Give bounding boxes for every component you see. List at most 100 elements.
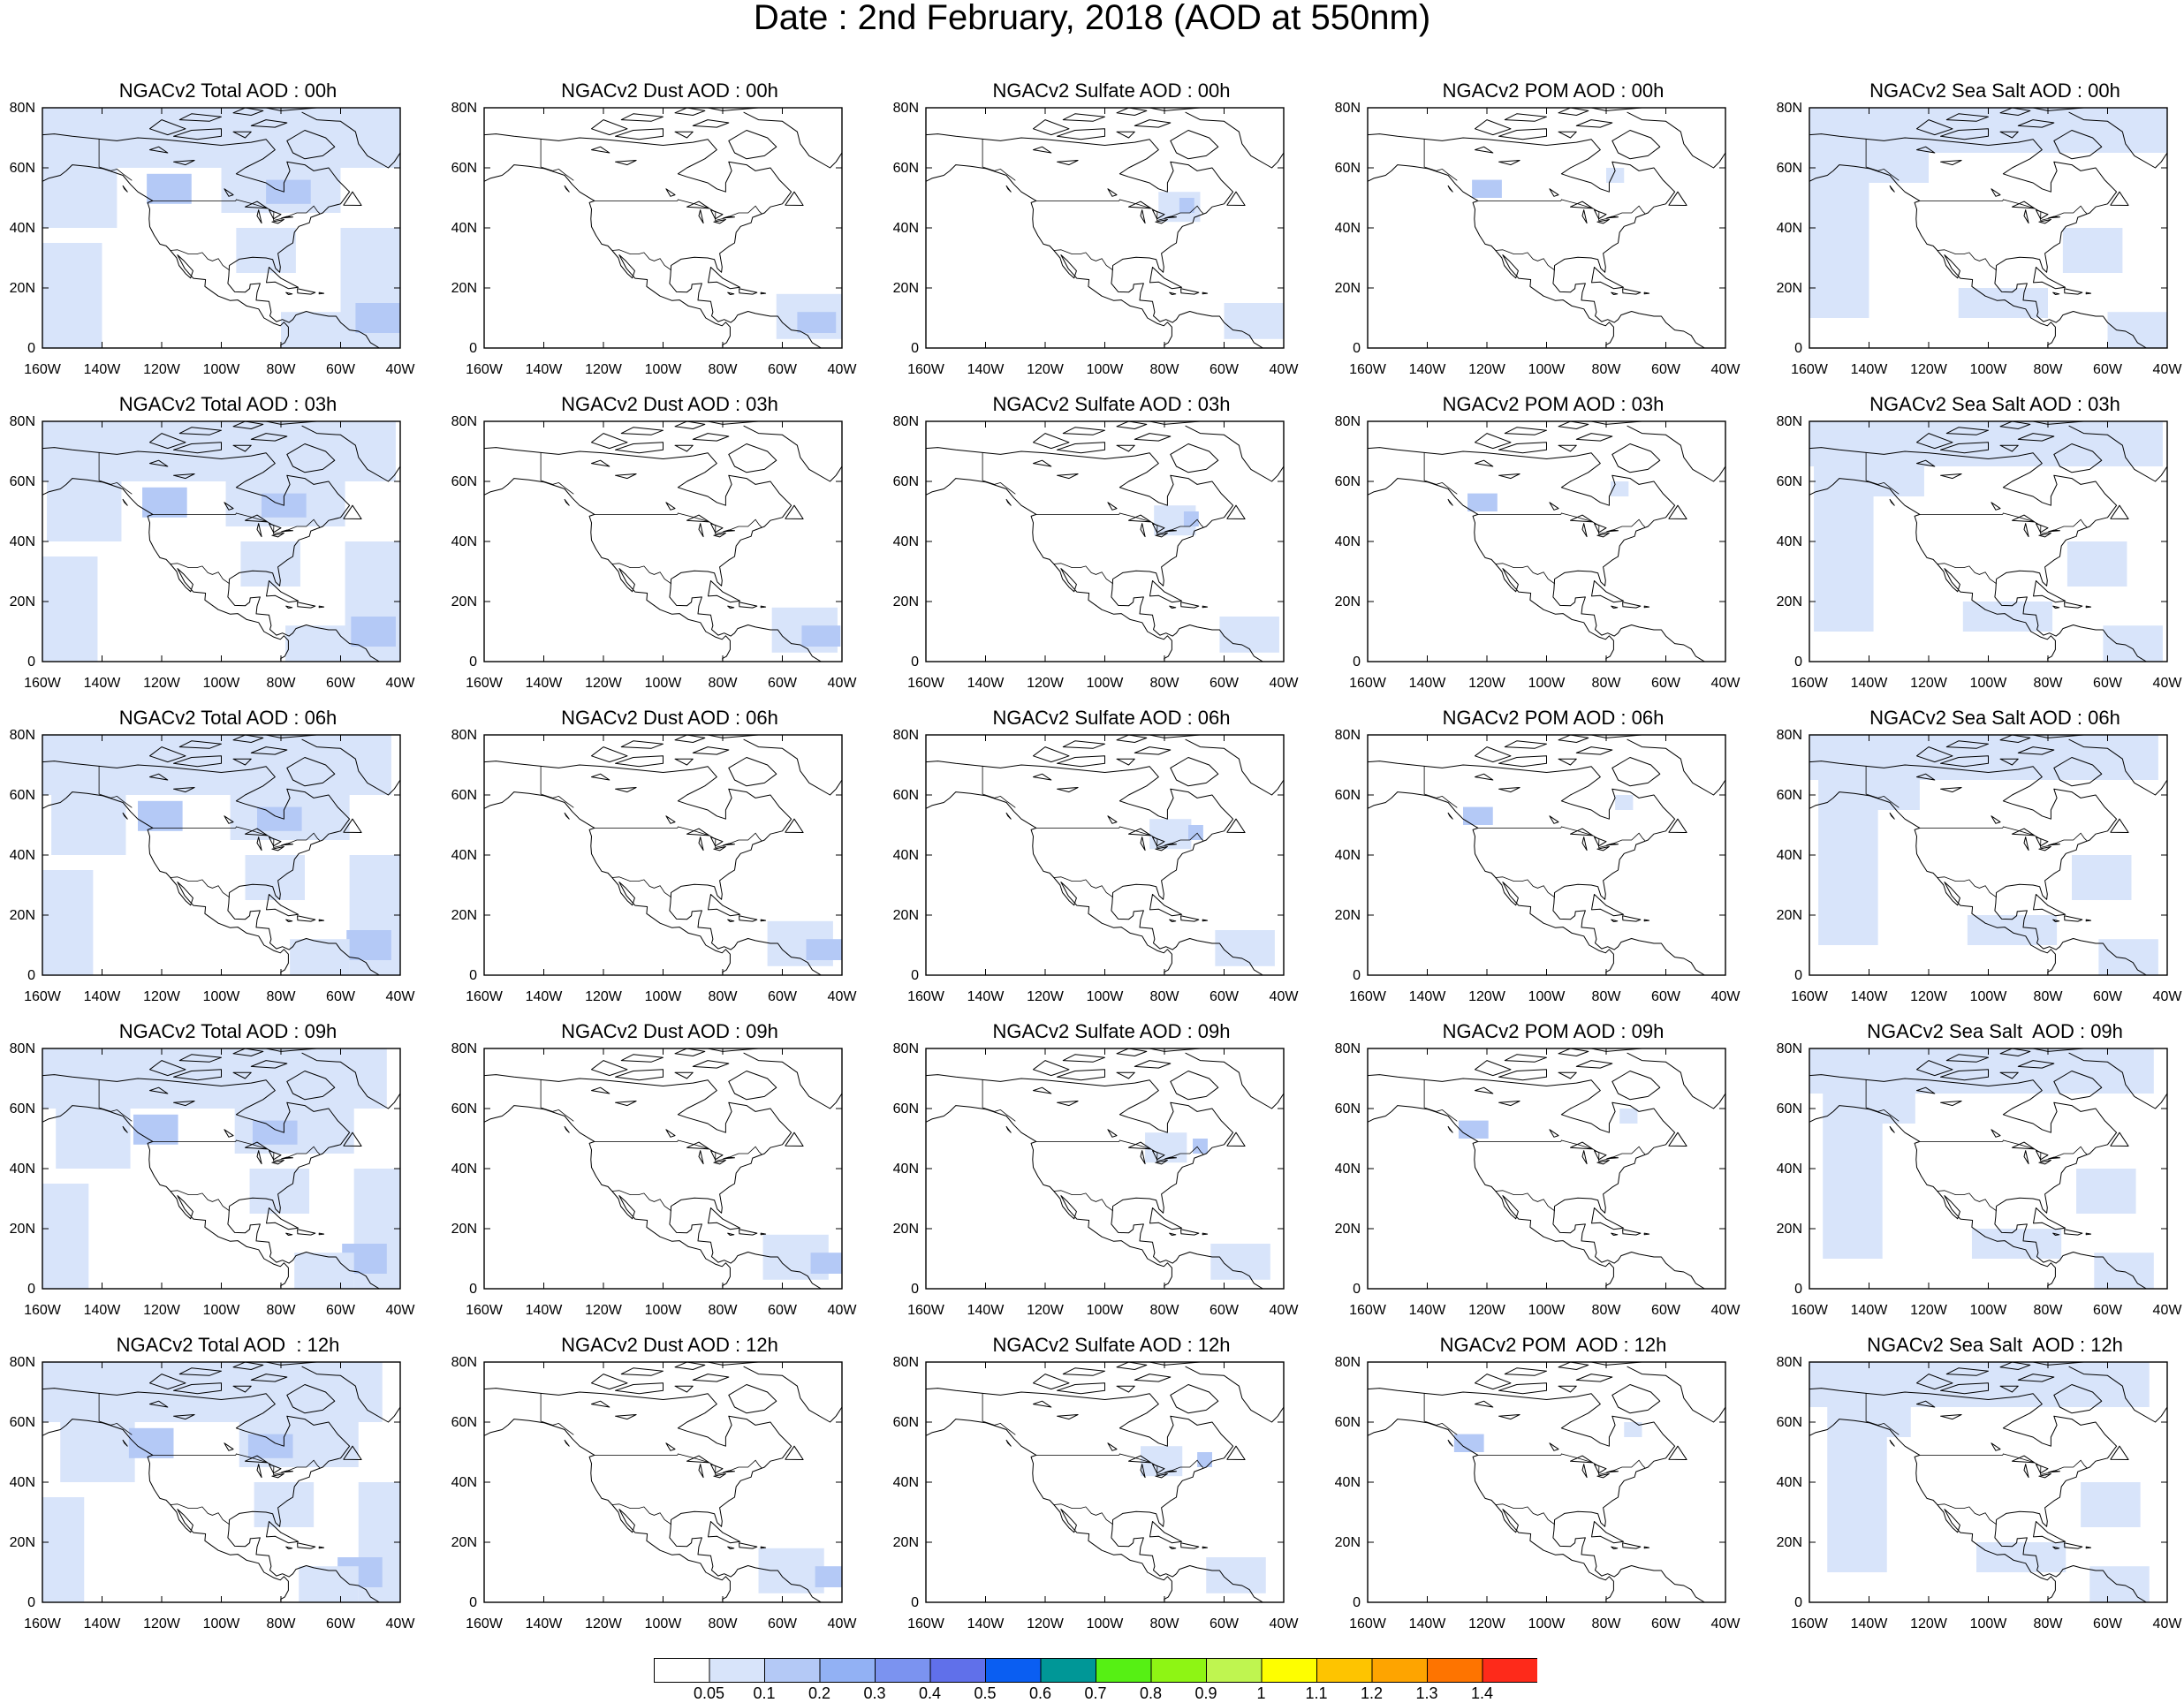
island-outline [1057, 128, 1105, 140]
lat-tick-label: 60N [1335, 788, 1361, 803]
lake-outline [245, 514, 269, 523]
lat-tick-label: 0 [469, 1595, 477, 1610]
lon-tick-label: 60W [326, 362, 356, 377]
lat-tick-label: 20N [10, 1535, 35, 1550]
aerosol-fill-layer [1368, 735, 1725, 975]
lake-outline [591, 773, 610, 781]
lat-tick-label: 40N [10, 534, 35, 549]
lat-tick-label: 20N [10, 908, 35, 923]
lake-outline [2036, 1150, 2049, 1161]
aod-region [2103, 625, 2163, 662]
lon-tick-label: 120W [1910, 1616, 1948, 1631]
island-outline [1202, 919, 1209, 922]
lake-outline [723, 216, 735, 219]
lon-tick-label: 160W [1349, 676, 1387, 691]
lake-outline [710, 523, 724, 534]
lake-outline [1475, 1400, 1494, 1408]
island-outline [2085, 291, 2092, 295]
lat-tick-label: 60N [1777, 474, 1802, 489]
island-outline [149, 119, 186, 136]
island-outline [707, 108, 759, 111]
lat-tick-label: 0 [1353, 1595, 1361, 1610]
island-outline [707, 421, 759, 425]
island-outline [149, 1060, 186, 1077]
aod-region [252, 1120, 298, 1145]
lake-outline [1594, 523, 1607, 534]
lon-tick-label: 140W [967, 362, 1005, 377]
aod-region [2072, 855, 2132, 900]
lat-tick-label: 20N [10, 594, 35, 609]
map-panel-sulfate-3: NGACv2 Sulfate AOD : 09h 160W 140W 120W 100W… [893, 1022, 1300, 1336]
island-outline [1558, 421, 1589, 429]
lat-tick-label: 60N [1777, 788, 1802, 803]
lat-tick-label: 40N [1335, 1475, 1361, 1490]
lake-outline [149, 773, 169, 781]
country-border [1937, 876, 1998, 898]
island-outline [2053, 1071, 2103, 1101]
lake-outline [1498, 787, 1520, 793]
panel-title: NGACv2 Sulfate AOD : 00h [992, 79, 1231, 102]
aerosol-fill-layer [1809, 1362, 2167, 1602]
country-border [1423, 1393, 1458, 1435]
lat-tick-label: 0 [1794, 1595, 1802, 1610]
greenland-coast [743, 425, 842, 482]
country-border [611, 1190, 672, 1212]
lon-tick-label: 120W [1468, 362, 1506, 377]
colorbar-label: 0.4 [918, 1684, 942, 1702]
island-outline [122, 498, 128, 506]
island-outline [149, 433, 186, 450]
island-outline [1999, 758, 2019, 766]
island-outline [285, 919, 293, 922]
island-outline [2033, 1207, 2066, 1230]
lat-tick-label: 0 [1353, 968, 1361, 983]
island-outline [2053, 443, 2103, 473]
lake-outline [1596, 533, 1610, 538]
island-outline [2064, 915, 2083, 922]
country-border [1495, 876, 1556, 898]
lake-outline [1107, 188, 1118, 197]
lat-tick-label: 40N [893, 221, 919, 236]
lat-tick-label: 80N [451, 1041, 477, 1056]
island-outline [674, 444, 694, 452]
island-outline [343, 1445, 362, 1460]
lon-tick-label: 100W [1087, 1303, 1125, 1318]
country-border [1865, 1079, 1900, 1122]
aod-region [128, 1427, 174, 1458]
lon-tick-label: 60W [2093, 1616, 2123, 1631]
aerosol-fill-layer [1368, 421, 1725, 662]
lake-outline [256, 836, 262, 852]
country-border [1477, 199, 1646, 222]
lon-tick-label: 140W [84, 676, 122, 691]
island-outline [1134, 1374, 1172, 1382]
lon-tick-label: 60W [2093, 989, 2123, 1004]
island-outline [266, 1521, 300, 1544]
lon-tick-label: 120W [585, 1303, 623, 1318]
island-outline [232, 1048, 264, 1056]
island-outline [1611, 130, 1661, 160]
island-outline [178, 1054, 222, 1063]
country-border [1495, 563, 1556, 585]
island-outline [1916, 1374, 1953, 1390]
island-outline [1447, 185, 1453, 193]
island-outline [785, 818, 804, 833]
lon-tick-label: 140W [967, 1303, 1005, 1318]
lake-outline [256, 209, 262, 224]
lake-outline [2048, 529, 2060, 533]
lat-tick-label: 60N [1777, 1101, 1802, 1116]
lon-tick-label: 80W [1150, 1303, 1180, 1318]
island-outline [286, 443, 336, 473]
lon-tick-label: 120W [1468, 676, 1506, 691]
island-outline [1590, 108, 1642, 111]
map-plot: 160W 140W 120W 100W 80W 60W 40W 0 20N 40N 60N 80N [451, 101, 858, 377]
lake-outline [1570, 201, 1594, 209]
island-outline [1149, 1207, 1183, 1230]
lon-tick-label: 120W [1468, 989, 1506, 1004]
lake-outline [271, 1160, 284, 1165]
lake-outline [2023, 1150, 2029, 1165]
lake-outline [713, 1473, 726, 1479]
island-outline [1475, 1060, 1512, 1077]
lat-tick-label: 20N [1777, 1535, 1802, 1550]
lat-tick-label: 60N [10, 1415, 35, 1430]
lon-tick-label: 160W [1349, 362, 1387, 377]
lake-outline [1581, 1464, 1588, 1479]
